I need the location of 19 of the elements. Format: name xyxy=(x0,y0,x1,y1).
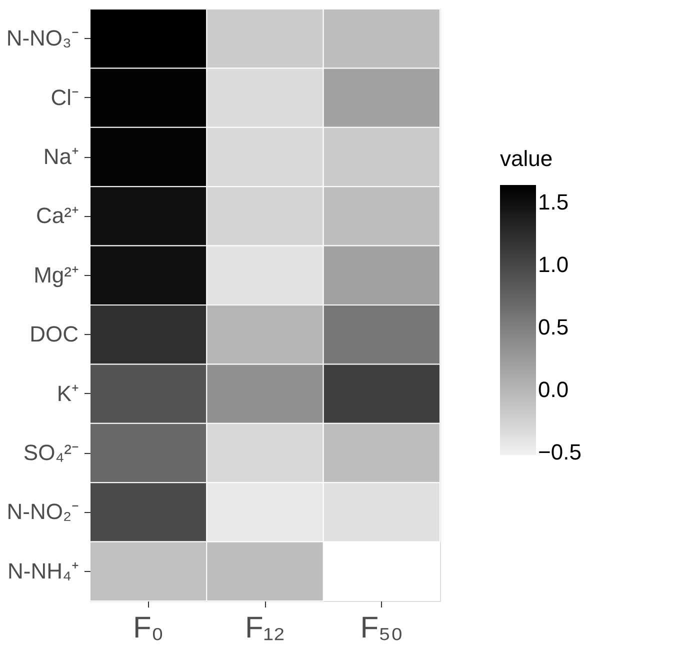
y-tick-label: N-NH₄⁺ xyxy=(8,558,78,584)
legend-title: value xyxy=(500,146,553,171)
y-tick-label: SO₄²⁻ xyxy=(23,440,78,465)
color-bar-label: 0.0 xyxy=(538,377,569,402)
y-tick-label: Ca²⁺ xyxy=(36,203,78,228)
y-tick-label: Mg²⁺ xyxy=(34,262,78,288)
x-tick-label: F₅₀ xyxy=(360,612,404,644)
y-tick-label: N-NO₃⁻ xyxy=(6,26,78,51)
x-tick-label: F₀ xyxy=(132,612,164,644)
color-bar-label: 1.0 xyxy=(538,252,569,277)
color-bar-label: 1.5 xyxy=(538,190,569,214)
color-bar-label: −0.5 xyxy=(538,440,582,464)
y-tick-label: K⁺ xyxy=(56,380,78,406)
y-tick-label: N-NO₂⁻ xyxy=(6,499,78,524)
y-tick-label: DOC xyxy=(30,322,79,347)
color-bar-label: 0.5 xyxy=(538,314,569,340)
y-tick-label: Cl⁻ xyxy=(50,84,78,110)
x-tick-label: F₁₂ xyxy=(244,612,286,644)
y-tick-label: Na⁺ xyxy=(43,144,78,169)
